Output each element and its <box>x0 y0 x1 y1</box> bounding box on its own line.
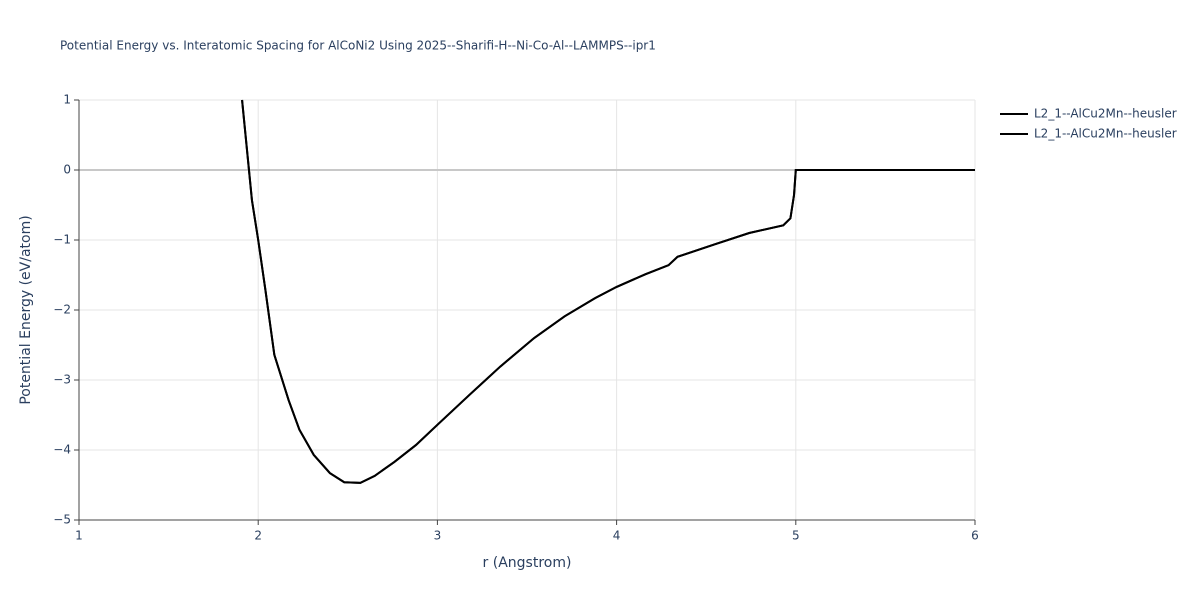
y-tick-label: −4 <box>53 443 71 457</box>
x-tick-label: 6 <box>971 529 979 543</box>
x-tick-label: 2 <box>254 529 262 543</box>
y-tick-label: 1 <box>63 93 71 107</box>
y-tick-label: −1 <box>53 233 71 247</box>
x-tick-label: 1 <box>75 529 83 543</box>
y-tick-label: −3 <box>53 373 71 387</box>
x-tick-label: 5 <box>792 529 800 543</box>
y-tick-label: −5 <box>53 513 71 527</box>
chart-title: Potential Energy vs. Interatomic Spacing… <box>60 39 656 53</box>
x-axis-title: r (Angstrom) <box>483 555 572 571</box>
x-tick-label: 3 <box>434 529 442 543</box>
y-tick-label: −2 <box>53 303 71 317</box>
x-tick-label: 4 <box>613 529 621 543</box>
y-axis-title: Potential Energy (eV/atom) <box>18 215 34 404</box>
y-tick-label: 0 <box>63 163 71 177</box>
legend-label: L2_1--AlCu2Mn--heusler <box>1034 107 1177 121</box>
data-line <box>241 99 975 484</box>
legend-label: L2_1--AlCu2Mn--heusler <box>1034 127 1177 141</box>
